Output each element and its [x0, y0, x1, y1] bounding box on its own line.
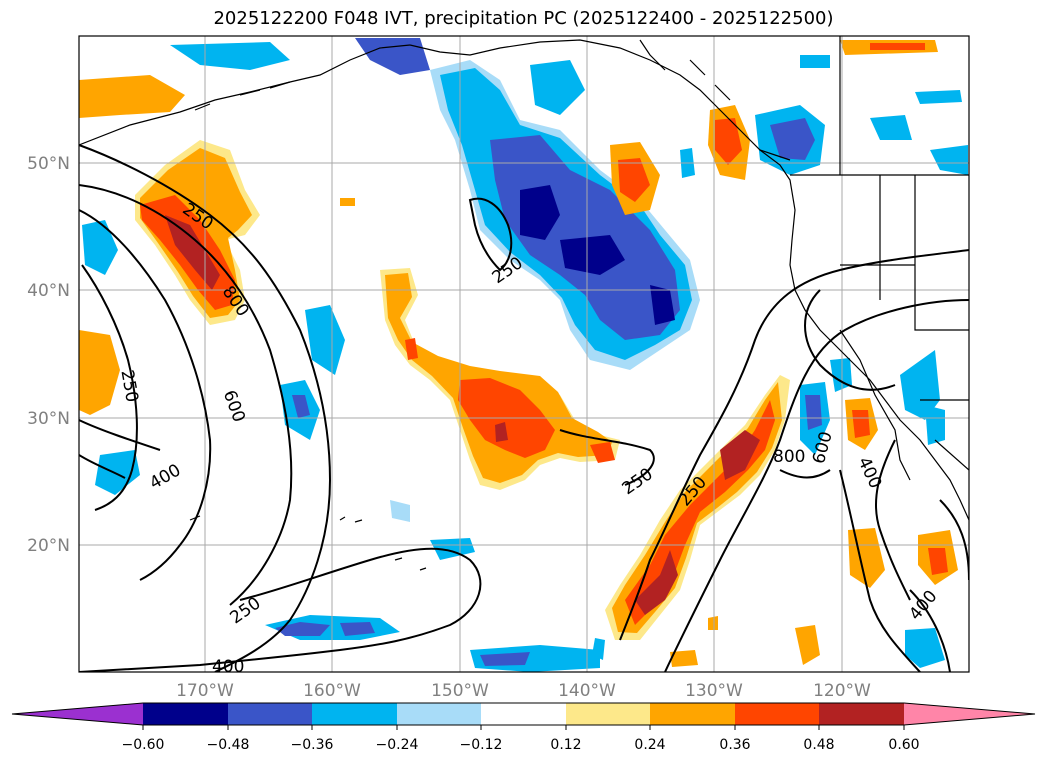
longitude-labels: 170°W 160°W 150°W 140°W 130°W 120°W — [176, 681, 871, 701]
colorbar-segment — [143, 703, 228, 725]
contour-label: 800 — [773, 447, 805, 467]
latitude-labels: 50°N 40°N 30°N 20°N — [27, 154, 70, 556]
map-title: 2025122200 F048 IVT, precipitation PC (2… — [213, 8, 834, 29]
map-panel: 250 250 250 250 250 250 400 400 400 400 … — [79, 36, 969, 677]
colorbar-segment — [312, 703, 397, 725]
colorbar-tick-label: −0.36 — [291, 737, 334, 753]
colorbar-segment — [650, 703, 735, 725]
colorbar-tick-label: −0.48 — [207, 737, 250, 753]
ivt-contours — [79, 144, 969, 672]
colorbar-segment — [228, 703, 312, 725]
coastlines — [79, 36, 969, 571]
graticule — [79, 36, 969, 672]
colorbar-segment — [735, 703, 819, 725]
colorbar-extension-left — [12, 703, 143, 725]
lat-label-50n: 50°N — [27, 154, 70, 174]
colorbar-tick-label: −0.24 — [376, 737, 419, 753]
lon-label-160w: 160°W — [303, 681, 361, 701]
colorbar-segment — [397, 703, 481, 725]
colorbar-tick-label: −0.12 — [460, 737, 503, 753]
contour-label: 400 — [212, 657, 244, 677]
colorbar-tick-label: 0.60 — [888, 737, 919, 753]
colorbar: −0.60 −0.48 −0.36 −0.24 −0.12 0.12 0.24 … — [11, 702, 1036, 753]
negative-precip-regions — [82, 38, 968, 672]
lat-label-30n: 30°N — [27, 409, 70, 429]
map-frame — [78, 35, 970, 673]
lon-label-120w: 120°W — [813, 681, 871, 701]
lon-label-170w: 170°W — [176, 681, 234, 701]
colorbar-extension-right — [904, 703, 1035, 725]
colorbar-segment — [481, 703, 566, 725]
colorbar-tick-label: 0.36 — [719, 737, 750, 753]
colorbar-segment — [566, 703, 650, 725]
lat-label-40n: 40°N — [27, 281, 70, 301]
lon-label-130w: 130°W — [685, 681, 743, 701]
colorbar-tick-label: −0.60 — [122, 737, 165, 753]
colorbar-tick-label: 0.24 — [634, 737, 665, 753]
lon-label-150w: 150°W — [431, 681, 489, 701]
lat-label-20n: 20°N — [27, 536, 70, 556]
colorbar-tick-label: 0.12 — [550, 737, 581, 753]
positive-precip-regions — [79, 40, 958, 667]
lon-label-140w: 140°W — [558, 681, 616, 701]
colorbar-segment — [819, 703, 904, 725]
colorbar-tick-label: 0.48 — [803, 737, 834, 753]
